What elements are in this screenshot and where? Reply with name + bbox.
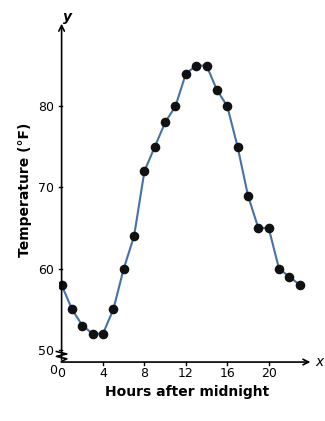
Point bbox=[287, 273, 292, 280]
Text: 0: 0 bbox=[49, 365, 58, 378]
Point bbox=[183, 70, 188, 77]
Point bbox=[173, 103, 178, 109]
Point bbox=[194, 62, 199, 69]
Point bbox=[162, 119, 168, 126]
Y-axis label: Temperature (°F): Temperature (°F) bbox=[18, 122, 32, 257]
Point bbox=[132, 233, 137, 240]
Point bbox=[214, 87, 219, 93]
Point bbox=[245, 192, 251, 199]
Point bbox=[297, 282, 302, 288]
Text: x: x bbox=[315, 355, 323, 369]
Point bbox=[90, 330, 95, 337]
Text: y: y bbox=[63, 10, 72, 24]
Point bbox=[152, 144, 157, 150]
Point bbox=[100, 330, 106, 337]
Point bbox=[225, 103, 230, 109]
Point bbox=[80, 322, 85, 329]
Point bbox=[266, 225, 271, 232]
Point bbox=[59, 282, 64, 288]
Point bbox=[277, 265, 282, 272]
X-axis label: Hours after midnight: Hours after midnight bbox=[105, 386, 269, 400]
Point bbox=[235, 144, 240, 150]
Point bbox=[111, 306, 116, 313]
Point bbox=[121, 265, 126, 272]
Point bbox=[69, 306, 74, 313]
Point bbox=[204, 62, 209, 69]
Point bbox=[142, 168, 147, 175]
Point bbox=[256, 225, 261, 232]
